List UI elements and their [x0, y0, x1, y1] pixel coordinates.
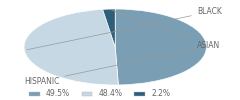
FancyBboxPatch shape	[82, 92, 92, 96]
FancyBboxPatch shape	[29, 92, 40, 96]
Wedge shape	[24, 9, 118, 85]
Text: 48.4%: 48.4%	[98, 90, 122, 98]
Text: 49.5%: 49.5%	[46, 90, 70, 98]
Text: ASIAN: ASIAN	[112, 10, 220, 51]
Text: BLACK: BLACK	[27, 8, 222, 50]
Wedge shape	[103, 9, 115, 47]
FancyBboxPatch shape	[134, 92, 145, 96]
Text: 2.2%: 2.2%	[151, 90, 170, 98]
Text: HISPANIC: HISPANIC	[24, 47, 204, 86]
Wedge shape	[115, 9, 206, 85]
